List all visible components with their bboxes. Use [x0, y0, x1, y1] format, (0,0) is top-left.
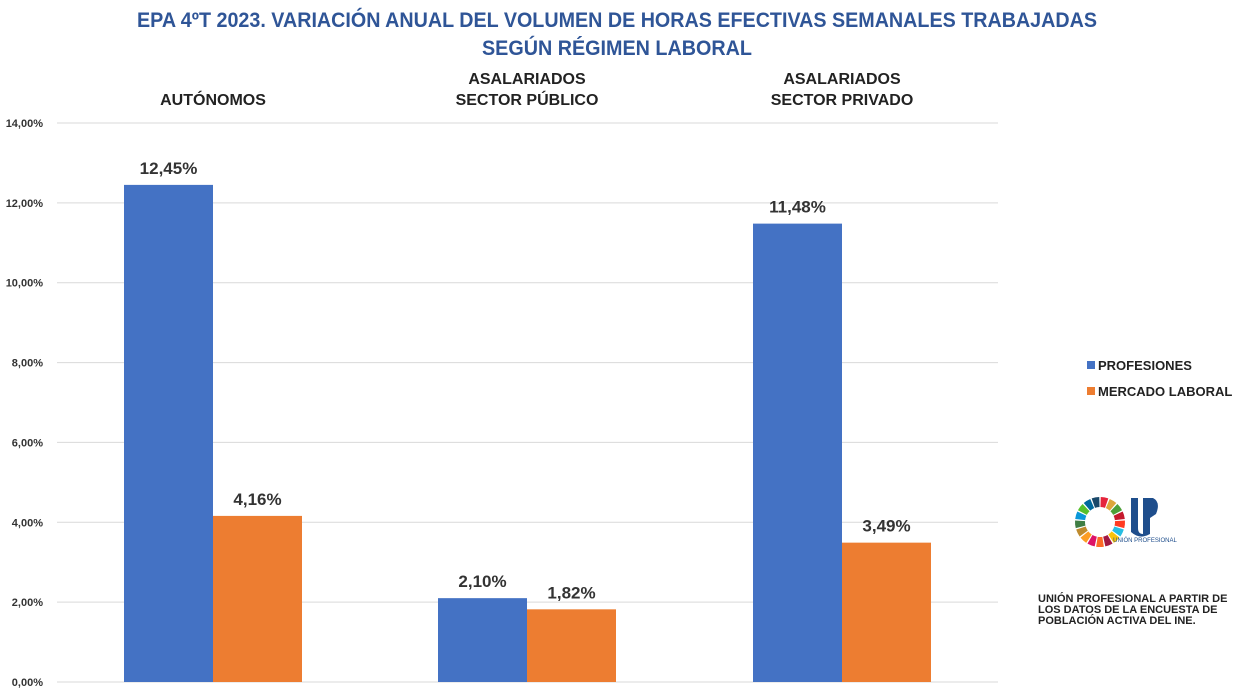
y-tick-label: 14,00% — [6, 118, 44, 130]
sdg-wheel-segment — [1087, 534, 1097, 547]
sdg-wheel-segment — [1100, 497, 1109, 508]
data-label: 4,16% — [233, 490, 281, 509]
y-tick-label: 10,00% — [6, 278, 44, 290]
sdg-wheel-segment — [1076, 526, 1088, 537]
sdg-wheel-segment — [1108, 531, 1120, 543]
union-profesional-logo-icon — [1131, 498, 1158, 537]
legend-swatch — [1087, 387, 1095, 395]
bar-mercado-laboral — [213, 515, 302, 682]
chart-title: SEGÚN RÉGIMEN LABORAL — [482, 36, 752, 60]
sdg-wheel-segment — [1080, 531, 1092, 543]
sdg-wheel-segment — [1103, 534, 1113, 547]
sdg-wheel-segment — [1113, 511, 1125, 521]
bar-profesiones — [438, 598, 527, 682]
y-tick-label: 6,00% — [12, 437, 43, 449]
sdg-wheel-segment — [1110, 504, 1123, 515]
sdg-wheel-segment — [1075, 511, 1087, 521]
sdg-wheel-segment — [1091, 497, 1100, 508]
bar-profesiones — [124, 184, 213, 682]
y-tick-label: 8,00% — [12, 358, 43, 370]
y-tick-label: 0,00% — [12, 677, 43, 689]
category-label: SECTOR PÚBLICO — [456, 90, 599, 109]
chart-title: EPA 4ºT 2023. VARIACIÓN ANUAL DEL VOLUME… — [137, 8, 1097, 32]
logo: UNIÓN PROFESIONAL — [1075, 497, 1177, 547]
data-label: 12,45% — [140, 159, 198, 178]
y-tick-label: 2,00% — [12, 597, 43, 609]
category-label: ASALARIADOS — [468, 71, 586, 88]
category-label: ASALARIADOS — [783, 71, 901, 88]
logo-text: UNIÓN PROFESIONAL — [1113, 537, 1177, 544]
data-label: 2,10% — [458, 572, 506, 591]
bar-mercado-laboral — [527, 609, 616, 682]
sdg-wheel-segment — [1075, 520, 1086, 529]
data-label: 3,49% — [862, 517, 910, 536]
bar-mercado-laboral — [842, 542, 931, 682]
legend-label: PROFESIONES — [1098, 358, 1192, 373]
data-label: 11,48% — [769, 198, 826, 217]
source-note: UNIÓN PROFESIONAL A PARTIR DE LOS DATOS … — [1038, 593, 1228, 627]
legend-label: MERCADO LABORAL — [1098, 384, 1232, 399]
bar-profesiones — [753, 223, 842, 682]
sdg-wheel-segment — [1114, 520, 1125, 529]
category-label: SECTOR PRIVADO — [771, 92, 914, 109]
sdg-wheel-segment — [1112, 526, 1124, 537]
category-label: AUTÓNOMOS — [160, 90, 266, 109]
y-tick-label: 4,00% — [12, 517, 43, 529]
sdg-wheel-segment — [1077, 504, 1090, 515]
data-label: 1,82% — [547, 583, 595, 602]
sdg-wheel-segment — [1105, 498, 1117, 511]
legend-swatch — [1087, 361, 1095, 369]
sdg-wheel-segment — [1096, 536, 1104, 547]
sdg-wheel-segment — [1083, 498, 1095, 511]
y-tick-label: 12,00% — [6, 198, 44, 210]
